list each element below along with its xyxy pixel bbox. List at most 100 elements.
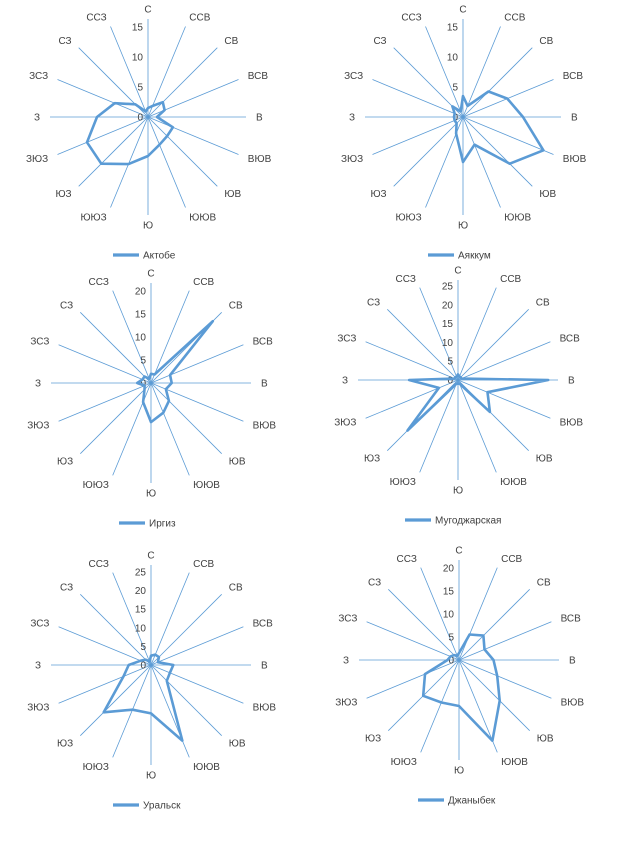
tick-label-20: 20 [442, 300, 454, 311]
tick-label-0: 0 [140, 661, 146, 672]
spoke-sv [457, 309, 529, 381]
spoke-sv [147, 47, 218, 118]
direction-label-vsv: ВСВ [561, 613, 582, 624]
series-line [102, 653, 184, 742]
series-line [451, 90, 545, 165]
spoke-yuz [78, 116, 149, 187]
direction-label-ssz: ССЗ [89, 559, 109, 570]
direction-label-yuyuz: ЮЮЗ [80, 212, 106, 223]
direction-label-yuyuv: ЮЮВ [501, 757, 528, 768]
direction-label-sv: СВ [536, 298, 550, 309]
spoke-zyuz [372, 116, 464, 155]
direction-label-vyuv: ВЮВ [560, 418, 584, 429]
spoke-ssv [457, 287, 497, 381]
direction-label-zsz: ЗСЗ [337, 333, 356, 344]
spoke-ssz [425, 26, 464, 118]
tick-label-0: 0 [447, 376, 453, 387]
series-line [85, 100, 175, 166]
spoke-ssz [112, 572, 152, 666]
tick-label-5: 5 [448, 633, 454, 644]
direction-label-ssv: ССВ [500, 274, 521, 285]
direction-label-yuyuz: ЮЮЗ [390, 477, 416, 488]
direction-label-ssv: ССВ [189, 13, 210, 24]
spoke-sz [388, 589, 460, 661]
spoke-zyuz [58, 382, 152, 422]
direction-label-yuyuv: ЮЮВ [500, 477, 527, 488]
tick-label-5: 5 [137, 83, 143, 94]
tick-label-10: 10 [135, 623, 147, 634]
spoke-zsz [365, 341, 459, 381]
spoke-zyuz [365, 379, 459, 419]
spoke-yuyuv [150, 664, 190, 758]
direction-label-zyuz: ЗЮЗ [27, 703, 49, 714]
spoke-zsz [58, 626, 152, 666]
direction-label-ssv: ССВ [501, 554, 522, 565]
direction-label-sv: СВ [229, 301, 243, 312]
direction-label-zsz: ЗСЗ [30, 618, 49, 629]
tick-label-10: 10 [135, 333, 147, 344]
direction-label-yuyuv: ЮЮВ [189, 212, 216, 223]
tick-label-5: 5 [447, 357, 453, 368]
radar-chart-irgiz: СССВСВВСВВВЮВЮВЮЮВЮЮЮЗЮЗЗЮЗЗЗСЗСЗССЗ0510… [27, 269, 277, 530]
tick-label-10: 10 [442, 338, 454, 349]
spoke-sz [387, 309, 459, 381]
direction-label-z: З [35, 661, 41, 672]
direction-label-yuyuv: ЮЮВ [504, 212, 531, 223]
spoke-sv [462, 47, 533, 118]
tick-label-15: 15 [135, 605, 147, 616]
spoke-zsz [366, 621, 460, 661]
radar-chart-aktobe: С ССВ СВ ВСВ В ВЮВ ЮВ ЮЮВ Ю ЮЮЗ ЮЗ ЗЮЗ З ЗСЗ СЗ ССЗ 0 5 10… [26, 5, 272, 262]
direction-label-yuz: ЮЗ [55, 189, 71, 200]
spoke-sv [458, 589, 530, 661]
direction-label-s: С [455, 546, 462, 557]
radar-chart-dzhanybek: С ССВ СВ ВСВ В ВЮВ ЮВ ЮЮВ Ю ЮЮЗ ЮЗ ЗЮЗ З ЗСЗ СЗ ССЗ 0 5 10… [335, 546, 585, 807]
spoke-zsz [372, 79, 464, 118]
direction-label-yuz: ЮЗ [370, 189, 386, 200]
direction-label-z: З [349, 113, 355, 124]
spoke-sz [80, 312, 152, 384]
spoke-ssv [147, 26, 186, 118]
spoke-yuv [147, 116, 218, 187]
direction-label-yuz: ЮЗ [57, 738, 73, 749]
spoke-yuyuz [112, 664, 152, 758]
spoke-vsv [457, 341, 551, 381]
tick-label-25: 25 [135, 568, 147, 579]
direction-label-yuz: ЮЗ [365, 733, 381, 744]
spoke-sz [393, 47, 464, 118]
direction-label-vsv: ВСВ [563, 71, 584, 82]
direction-label-yuz: ЮЗ [364, 453, 380, 464]
direction-label-ssv: ССВ [504, 13, 525, 24]
direction-label-v: В [261, 661, 268, 672]
direction-label-ssz: ССЗ [396, 274, 416, 285]
spoke-yuv [458, 659, 530, 731]
direction-label-z: З [343, 656, 349, 667]
legend-label: Мугоджарская [435, 516, 501, 527]
direction-label-s: С [144, 5, 151, 16]
direction-label-zyuz: ЗЮЗ [341, 154, 363, 165]
direction-label-zyuz: ЗЮЗ [335, 698, 357, 709]
spoke-vyuv [147, 116, 239, 155]
tick-label-15: 15 [135, 310, 147, 321]
direction-label-zyuz: ЗЮЗ [334, 418, 356, 429]
tick-label-20: 20 [443, 564, 455, 575]
direction-label-yuv: ЮВ [539, 189, 556, 200]
tick-label-10: 10 [443, 610, 455, 621]
spoke-yuyuz [419, 379, 459, 473]
direction-label-zsz: ЗСЗ [30, 336, 49, 347]
direction-label-vyuv: ВЮВ [253, 703, 277, 714]
tick-label-0: 0 [448, 656, 454, 667]
series-line [135, 319, 215, 424]
direction-label-yuv: ЮВ [224, 189, 241, 200]
series-line [421, 633, 501, 742]
spoke-yuyuv [457, 379, 497, 473]
direction-label-yuv: ЮВ [229, 738, 246, 749]
spoke-yuyuv [150, 382, 190, 476]
direction-label-vyuv: ВЮВ [253, 421, 277, 432]
direction-label-vsv: ВСВ [253, 336, 274, 347]
spoke-yuz [80, 382, 152, 454]
tick-label-10: 10 [447, 53, 459, 64]
tick-label-0: 0 [137, 113, 143, 124]
direction-label-vyuv: ВЮВ [561, 698, 585, 709]
direction-label-yuyuz: ЮЮЗ [395, 212, 421, 223]
legend-label: Актобе [143, 250, 176, 262]
